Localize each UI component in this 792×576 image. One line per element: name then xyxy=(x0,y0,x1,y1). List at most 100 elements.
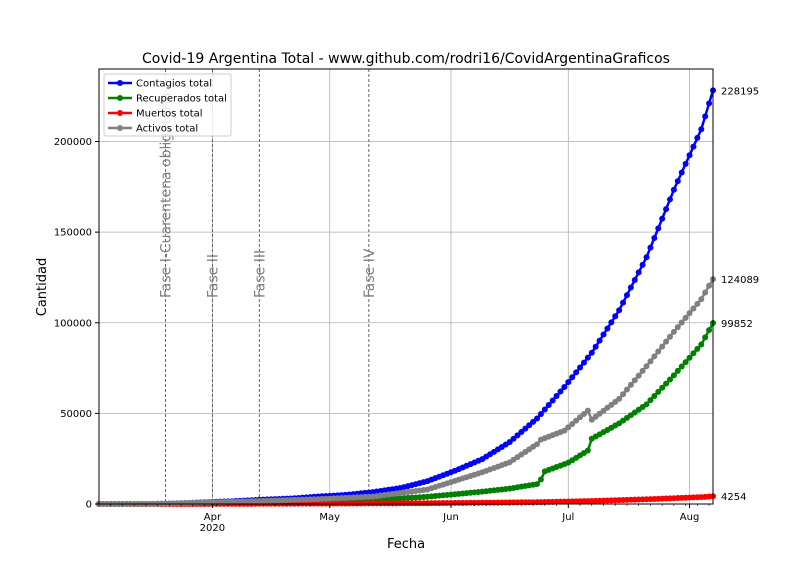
data-point xyxy=(608,319,615,326)
data-point xyxy=(663,206,670,213)
data-point xyxy=(510,435,517,442)
legend-item: Recuperados total xyxy=(108,94,227,105)
data-point xyxy=(659,215,666,222)
data-point xyxy=(690,143,697,150)
end-value-label: 4254 xyxy=(721,492,746,503)
data-point xyxy=(643,401,650,408)
data-series xyxy=(96,87,716,507)
data-point xyxy=(537,476,544,483)
data-point xyxy=(518,428,525,435)
data-point xyxy=(678,363,685,370)
data-point xyxy=(698,341,705,348)
data-point xyxy=(651,353,658,360)
data-point xyxy=(534,415,541,422)
phase-label: Fase II xyxy=(205,254,221,298)
data-point xyxy=(553,393,560,400)
data-point xyxy=(596,337,603,344)
x-tick-label: Jun xyxy=(442,512,459,523)
y-tick-label: 0 xyxy=(86,500,92,511)
legend-swatch-marker xyxy=(117,95,123,101)
data-point xyxy=(663,338,670,345)
data-point xyxy=(674,178,681,185)
data-point xyxy=(561,427,568,434)
data-point xyxy=(706,327,713,334)
data-point xyxy=(565,424,572,431)
data-point xyxy=(534,441,541,448)
end-value-label: 228195 xyxy=(721,86,759,97)
data-point xyxy=(545,401,552,408)
phase-label: Fase IV xyxy=(362,248,378,298)
legend-label: Contagios total xyxy=(136,79,212,90)
data-point xyxy=(627,284,634,291)
legend-item: Muertos total xyxy=(108,109,203,120)
y-tick-label: 50000 xyxy=(60,409,92,420)
data-point xyxy=(573,369,580,376)
data-point xyxy=(514,432,521,439)
data-point xyxy=(670,186,677,193)
data-point xyxy=(620,391,627,398)
y-tick-label: 200000 xyxy=(54,137,92,148)
data-point xyxy=(694,345,701,352)
data-point xyxy=(643,363,650,370)
data-point xyxy=(690,305,697,312)
plot-frame xyxy=(98,68,714,505)
data-point xyxy=(686,354,693,361)
data-point xyxy=(666,333,673,340)
phase-label: Fase III xyxy=(252,250,268,298)
data-point xyxy=(573,417,580,424)
legend-item: Activos total xyxy=(108,124,198,135)
data-point xyxy=(639,367,646,374)
data-point xyxy=(577,414,584,421)
data-point xyxy=(612,313,619,320)
data-point xyxy=(631,276,638,283)
legend-box xyxy=(103,73,232,137)
series-activos-total xyxy=(96,276,716,507)
x-tick-label: Jul xyxy=(561,512,574,523)
data-point xyxy=(635,269,642,276)
data-point xyxy=(616,395,623,402)
data-point xyxy=(580,410,587,417)
data-point xyxy=(643,254,650,261)
data-point xyxy=(506,439,513,446)
data-point xyxy=(522,425,529,432)
legend-label: Recuperados total xyxy=(136,94,227,105)
data-point xyxy=(534,481,541,488)
data-point xyxy=(682,314,689,321)
data-point xyxy=(686,310,693,317)
data-point xyxy=(635,372,642,379)
data-point xyxy=(702,113,709,120)
data-point xyxy=(569,420,576,427)
data-point xyxy=(698,126,705,133)
x-tick-label: Apr xyxy=(204,512,222,523)
data-point xyxy=(663,380,670,387)
data-point xyxy=(698,296,705,303)
data-point xyxy=(670,328,677,335)
data-point xyxy=(682,160,689,167)
data-point xyxy=(623,386,630,393)
data-point xyxy=(651,393,658,400)
data-point xyxy=(627,381,634,388)
data-point xyxy=(706,100,713,107)
x-tick-year-label: 2020 xyxy=(200,523,225,534)
data-point xyxy=(561,384,568,391)
data-point xyxy=(604,325,611,332)
data-point xyxy=(530,418,537,425)
data-point xyxy=(674,367,681,374)
chart-title: Covid-19 Argentina Total - www.github.co… xyxy=(142,51,670,67)
data-point xyxy=(670,372,677,379)
data-point xyxy=(557,388,564,395)
end-value-label: 124089 xyxy=(721,275,759,286)
data-point xyxy=(690,350,697,357)
x-axis-label: Fecha xyxy=(387,537,425,552)
x-tick-label: Aug xyxy=(680,512,700,523)
data-point xyxy=(584,407,591,414)
phase-markers: Fase I-Cuarentena obligatoria Fase II Fase… xyxy=(158,69,378,504)
data-point xyxy=(541,406,548,413)
data-point xyxy=(666,196,673,203)
data-point xyxy=(537,410,544,417)
data-point xyxy=(702,289,709,296)
legend-swatch-marker xyxy=(117,125,123,131)
data-point xyxy=(631,377,638,384)
data-point xyxy=(526,422,533,429)
